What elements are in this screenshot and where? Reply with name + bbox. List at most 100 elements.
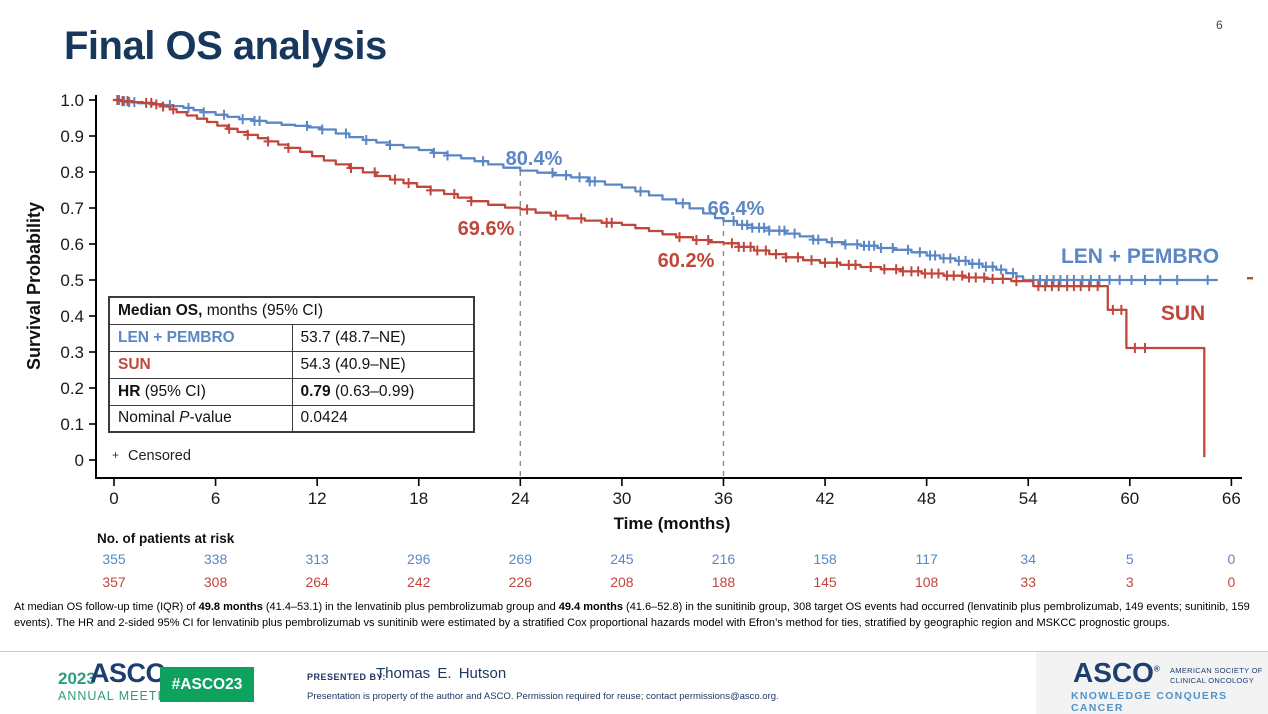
text-segment: Nominal <box>118 409 180 427</box>
censor-mark <box>429 147 439 158</box>
censor-mark <box>385 140 395 150</box>
annual-meeting-label: ANNUAL MEETING <box>58 689 183 703</box>
censor-mark <box>793 252 803 263</box>
censor-plus-icon: + <box>112 448 120 462</box>
at-risk-value: 208 <box>610 574 634 590</box>
x-tick-label: 48 <box>917 489 936 508</box>
at-risk-value: 108 <box>914 574 939 590</box>
censor-mark <box>426 185 436 196</box>
censor-mark <box>1104 275 1114 285</box>
censor-mark <box>1054 281 1064 292</box>
censor-mark <box>988 261 998 272</box>
censor-mark <box>764 225 774 236</box>
asco-logo-right-text: ASCO <box>1073 657 1154 688</box>
censor-mark <box>832 257 842 268</box>
text-segment: (41.4–53.1) in the lenvatinib plus pembr… <box>262 601 559 613</box>
y-tick-label: 0.5 <box>60 271 84 290</box>
censor-mark <box>1115 275 1125 285</box>
at-risk-value: 242 <box>407 574 431 590</box>
permission-disclaimer: Presentation is property of the author a… <box>307 691 779 702</box>
censor-mark <box>759 222 769 233</box>
presenter-name: Thomas E. Hutson <box>376 665 507 682</box>
censor-mark <box>961 255 971 266</box>
x-tick-label: 24 <box>511 489 530 508</box>
x-tick-label: 0 <box>109 489 118 508</box>
asco-tagline: KNOWLEDGE CONQUERS CANCER <box>1071 690 1228 714</box>
censor-mark <box>1116 304 1126 315</box>
at-risk-value: 226 <box>508 574 532 590</box>
censor-mark <box>779 225 789 236</box>
median-os-table-body: Median OS, months (95% CI) LEN + PEMBRO 53… <box>108 296 475 433</box>
axes: 1.0 0.9 0.8 0.7 0.6 0.5 0.4 0.3 0.2 0.1 0 0 6 12 18 24 3… <box>24 91 1242 533</box>
censor-mark <box>346 163 356 174</box>
footnote-text: At median OS follow-up time (IQR) of 49.… <box>14 600 1256 631</box>
censor-mark <box>949 270 959 281</box>
censor-mark <box>771 249 781 260</box>
text-segment: 53.7 (48.7–NE) <box>300 328 406 346</box>
censor-mark <box>746 241 756 252</box>
text-segment: SUN <box>118 355 151 373</box>
censor-mark <box>1076 281 1086 292</box>
y-axis-title: Survival Probability <box>24 202 44 370</box>
series-label: LEN + PEMBRO <box>1061 245 1219 268</box>
row-value: 0.0424 <box>291 404 475 433</box>
text-segment: (95% CI) <box>140 382 206 400</box>
slide-title: Final OS analysis <box>64 24 387 68</box>
series-sun: SUN <box>112 95 1206 458</box>
censor-mark <box>561 170 571 181</box>
at-risk-value: 357 <box>102 574 126 590</box>
censor-mark <box>781 252 791 263</box>
censor-mark <box>996 264 1006 275</box>
row-label: Nominal P-value <box>108 404 293 433</box>
censor-mark <box>370 167 380 178</box>
text-segment: At median OS follow-up time (IQR) of <box>14 601 199 613</box>
at-risk-value: 34 <box>1020 551 1036 567</box>
at-risk-value: 117 <box>915 551 938 567</box>
censor-mark <box>263 136 273 147</box>
society-name-line2: CLINICAL ONCOLOGY <box>1170 676 1255 685</box>
y-tick-label: 0.8 <box>60 163 84 182</box>
text-segment: 0.0424 <box>300 409 348 427</box>
censor-mark <box>820 257 830 268</box>
series-len-pembro: LEN + PEMBRO <box>114 95 1219 285</box>
x-tick-label: 6 <box>211 489 220 508</box>
censor-mark <box>1140 275 1150 285</box>
at-risk-value: 0 <box>1227 551 1236 567</box>
y-tick-label: 0.7 <box>60 199 84 218</box>
censor-mark <box>1084 281 1094 292</box>
at-risk-value: 313 <box>305 551 329 567</box>
row-value: 0.79 (0.63–0.99) <box>291 377 475 406</box>
censor-mark <box>752 245 762 256</box>
censor-mark <box>1155 275 1165 285</box>
censor-mark <box>888 242 898 253</box>
text-segment: (0.63–0.99) <box>330 382 415 400</box>
censor-mark <box>146 97 156 108</box>
censor-mark <box>1140 343 1150 354</box>
asco-meeting-year: 2023 <box>58 669 96 688</box>
censor-mark <box>158 101 168 112</box>
at-risk-value: 355 <box>102 551 126 567</box>
censor-mark <box>341 128 351 139</box>
censor-mark <box>112 95 122 105</box>
censor-mark <box>761 245 771 256</box>
censor-mark <box>930 250 940 261</box>
censor-mark <box>807 255 817 266</box>
at-risk-value: 0 <box>1227 574 1236 590</box>
censor-mark <box>522 204 532 215</box>
asco-logo-left-text: ASCO <box>90 658 167 688</box>
censor-mark <box>998 273 1008 284</box>
censor-mark <box>607 217 617 228</box>
text-segment: 54.3 (40.9–NE) <box>300 355 406 373</box>
x-tick-label: 12 <box>308 489 327 508</box>
text-segment: months (95% CI) <box>202 301 324 319</box>
censor-mark <box>891 264 901 275</box>
censor-mark <box>945 253 955 264</box>
censor-mark <box>1172 275 1182 285</box>
asco-logo-right: ASCO® <box>1073 657 1160 689</box>
at-risk-value: 188 <box>711 574 736 590</box>
x-tick-label: 30 <box>612 489 631 508</box>
society-name-line1: AMERICAN SOCIETY OF <box>1170 666 1263 675</box>
at-risk-value: 145 <box>813 574 837 590</box>
censor-mark <box>790 228 800 239</box>
censor-mark <box>243 129 253 140</box>
